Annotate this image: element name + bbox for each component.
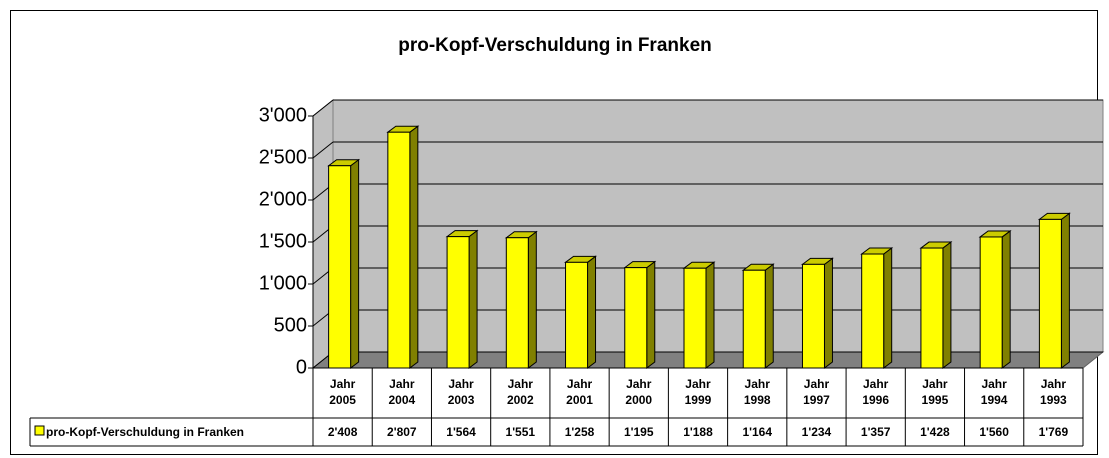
x-tick-label: Jahr 1997 [803,377,830,407]
legend-swatch [34,425,45,436]
data-label: 2'807 [387,425,417,439]
bar-side [350,158,360,369]
bar-side [942,241,952,369]
data-label: 1'564 [446,425,476,439]
y-tick-label: 2'000 [259,188,307,210]
bar-side [587,255,597,369]
data-label: 1'258 [564,425,595,439]
x-tick-label: Jahr 1993 [1040,377,1067,407]
x-tick-label: Jahr 1996 [862,377,890,407]
x-tick-label: Jahr 2004 [388,377,416,407]
y-tick-label: 500 [274,314,307,336]
bar [861,253,885,369]
data-label: 1'560 [979,425,1009,439]
grid-line-side [312,99,334,117]
grid-line-side [312,141,334,159]
bar-side [1001,229,1011,369]
data-label: 2'408 [327,425,358,439]
data-label: 1'164 [742,425,772,439]
x-tick-label: Jahr 1999 [684,377,712,407]
x-tick-label: Jahr 1995 [921,377,949,407]
bar [1038,218,1062,369]
bar-side [883,247,893,369]
bar [979,236,1003,369]
bar-side [646,260,656,369]
y-tick-label: 1'500 [259,230,307,252]
bar-side [823,257,833,369]
x-tick-label: Jahr 2002 [506,377,534,407]
data-label: 1'769 [1038,425,1069,439]
bar-side [705,261,715,369]
bar [328,165,352,369]
bar [446,236,470,369]
x-tick-label: Jahr 1994 [980,377,1008,407]
bar-side [764,263,774,369]
bar [565,261,589,369]
legend-label: pro-Kopf-Verschuldung in Franken [46,425,245,439]
data-label: 1'551 [505,425,536,439]
data-label: 1'357 [860,425,891,439]
data-label: 1'195 [623,425,654,439]
y-tick-label: 2'500 [259,146,307,168]
chart-title: pro-Kopf-Verschuldung in Franken [398,35,712,56]
bar-side [1060,212,1070,369]
x-tick-label: Jahr 2000 [625,377,653,407]
bar [505,237,529,369]
bar-side [527,230,537,369]
bar [683,267,707,369]
bar [920,247,944,369]
bar [742,269,766,369]
bar [801,263,825,369]
bar [387,131,411,369]
bar-side [409,125,419,369]
y-tick-label: 3'000 [259,104,307,126]
y-tick-label: 1'000 [259,272,307,294]
x-tick-label: Jahr 2001 [566,377,593,407]
bar-side [468,229,478,369]
x-tick-label: Jahr 1998 [743,377,771,407]
data-label: 1'234 [801,425,832,439]
data-label: 1'428 [920,425,950,439]
bar [624,267,648,369]
x-tick-label: Jahr 2005 [329,377,356,407]
x-tick-label: Jahr 2003 [447,377,475,407]
y-tick-label: 0 [296,356,307,378]
data-label: 1'188 [683,425,713,439]
